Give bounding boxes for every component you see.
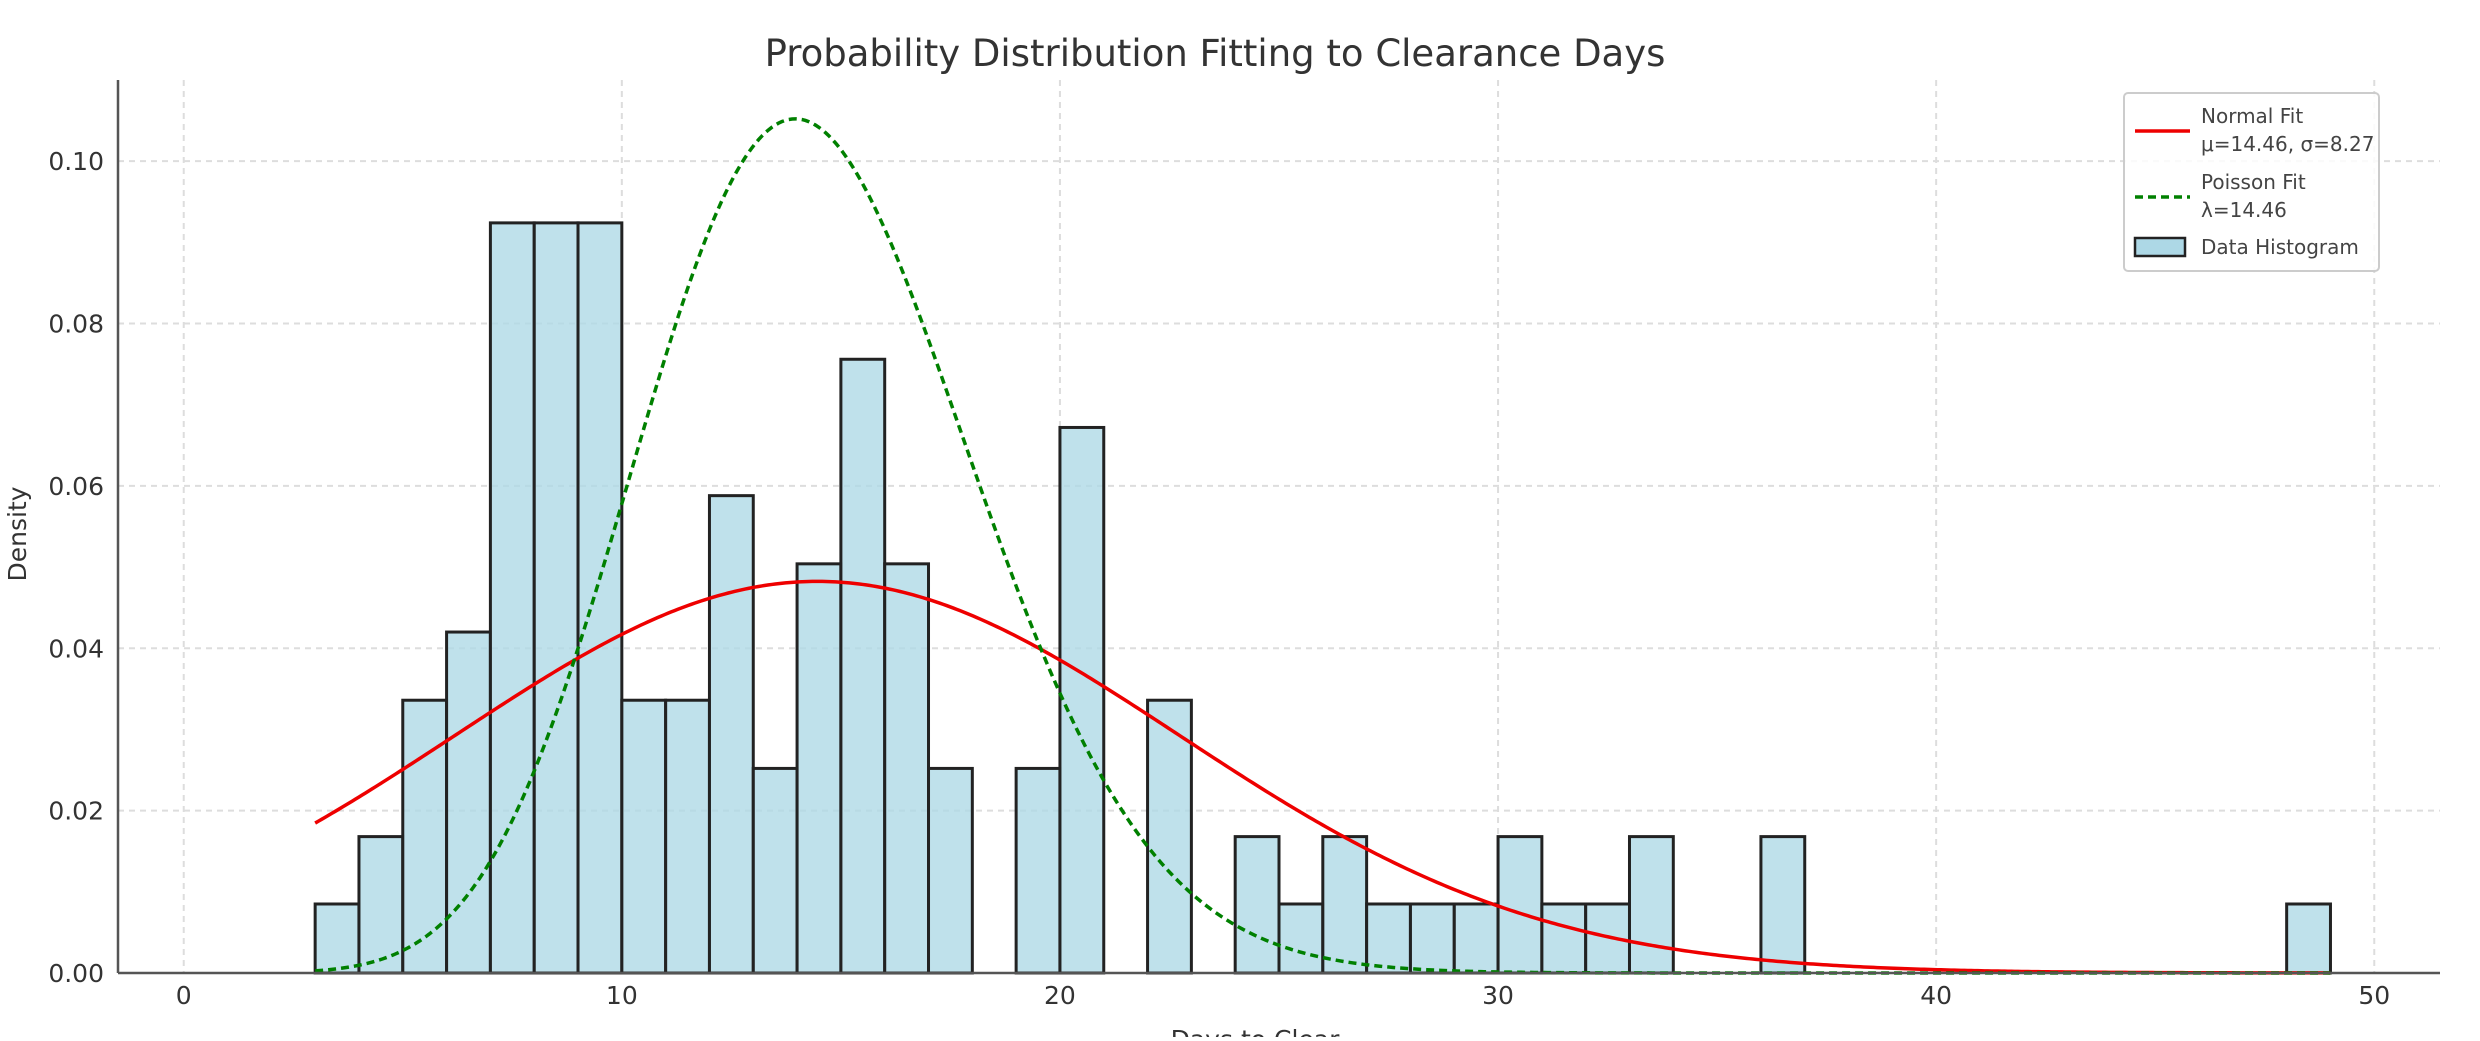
histogram-bar — [532, 221, 580, 975]
x-tick-label: 20 — [1044, 981, 1076, 1010]
histogram-bar — [2285, 902, 2332, 975]
histogram-bar — [839, 357, 887, 975]
histogram-bar — [664, 698, 711, 975]
y-tick-label: 0.02 — [48, 797, 104, 826]
fit-lines — [314, 117, 2331, 975]
legend-frame — [2123, 92, 2380, 272]
y-axis-title: Density — [3, 486, 32, 581]
histogram-bar — [1146, 698, 1193, 975]
histogram-bar — [1496, 835, 1544, 975]
histogram-bar — [576, 221, 624, 975]
x-tick-label: 10 — [606, 981, 638, 1010]
histogram-bar — [1321, 835, 1369, 975]
legend-normal-params: μ=14.46, σ=8.27 — [2201, 132, 2374, 156]
legend-histogram-swatch — [2133, 236, 2187, 258]
histogram-bar — [795, 562, 843, 975]
histogram-bar — [707, 494, 755, 975]
normal-fit-line — [314, 579, 2331, 975]
x-tick-label: 30 — [1482, 981, 1514, 1010]
histogram-bar — [1408, 902, 1456, 975]
legend-normal-label: Normal Fit — [2201, 104, 2303, 128]
histogram-bar — [1540, 902, 1588, 975]
histogram-bar — [1277, 902, 1325, 975]
histogram-bars — [313, 221, 2332, 975]
tick-labels: 0 10 20 30 40 50 0.00 0.02 0.04 0.06 0.08 0.10 — [48, 147, 2390, 1010]
poisson-fit-line — [315, 117, 2331, 975]
legend-histogram-label: Data Histogram — [2201, 235, 2359, 259]
histogram-bar — [1058, 425, 1106, 975]
x-axis-title: Days to Clear — [1171, 1025, 1340, 1037]
y-tick-label: 0.10 — [48, 147, 104, 176]
histogram-bar — [883, 562, 931, 975]
y-tick-label: 0.00 — [48, 959, 104, 988]
y-tick-label: 0.06 — [48, 472, 104, 501]
axes — [116, 80, 2440, 975]
histogram-bar — [1014, 766, 1062, 975]
legend-poisson-label: Poisson Fit — [2201, 170, 2306, 194]
legend: Normal Fit μ=14.46, σ=8.27 Poisson Fit λ… — [2123, 92, 2380, 272]
x-tick-label: 50 — [2358, 981, 2390, 1010]
histogram-bar — [927, 766, 974, 975]
y-tick-label: 0.08 — [48, 310, 104, 339]
histogram-bar — [620, 698, 668, 975]
histogram-bar — [1233, 835, 1281, 975]
histogram-bar — [488, 221, 536, 975]
histogram-bar — [1365, 902, 1412, 975]
x-tick-label: 0 — [176, 981, 192, 1010]
histogram-bar — [751, 766, 799, 975]
histogram-bar — [1452, 902, 1500, 975]
histogram-bar — [313, 902, 361, 975]
x-tick-label: 40 — [1920, 981, 1952, 1010]
histogram-bar — [445, 630, 492, 975]
histogram-bar — [401, 698, 449, 975]
chart-title: Probability Distribution Fitting to Clea… — [765, 32, 1666, 75]
legend-poisson-params: λ=14.46 — [2201, 198, 2287, 222]
histogram-bar — [1627, 835, 1675, 975]
histogram-bar — [1759, 835, 1807, 975]
y-tick-label: 0.04 — [48, 634, 104, 663]
